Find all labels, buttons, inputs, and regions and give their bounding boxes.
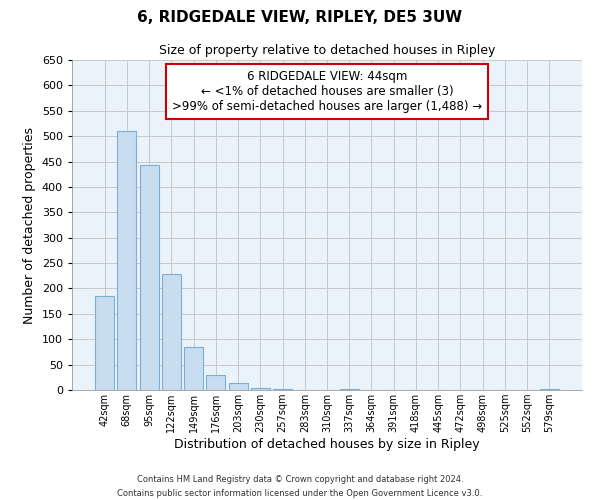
Bar: [118, 131, 136, 390]
X-axis label: Distribution of detached houses by size in Ripley: Distribution of detached houses by size …: [174, 438, 480, 451]
Bar: [206, 375, 225, 390]
Bar: [162, 274, 181, 390]
Bar: [251, 388, 270, 390]
Text: 6 RIDGEDALE VIEW: 44sqm
← <1% of detached houses are smaller (3)
>99% of semi-de: 6 RIDGEDALE VIEW: 44sqm ← <1% of detache…: [172, 70, 482, 113]
Title: Size of property relative to detached houses in Ripley: Size of property relative to detached ho…: [159, 44, 495, 58]
Y-axis label: Number of detached properties: Number of detached properties: [23, 126, 36, 324]
Bar: [184, 347, 203, 390]
Text: Contains HM Land Registry data © Crown copyright and database right 2024.
Contai: Contains HM Land Registry data © Crown c…: [118, 476, 482, 498]
Bar: [229, 384, 248, 390]
Bar: [95, 296, 114, 390]
Bar: [140, 165, 158, 390]
Text: 6, RIDGEDALE VIEW, RIPLEY, DE5 3UW: 6, RIDGEDALE VIEW, RIPLEY, DE5 3UW: [137, 10, 463, 25]
